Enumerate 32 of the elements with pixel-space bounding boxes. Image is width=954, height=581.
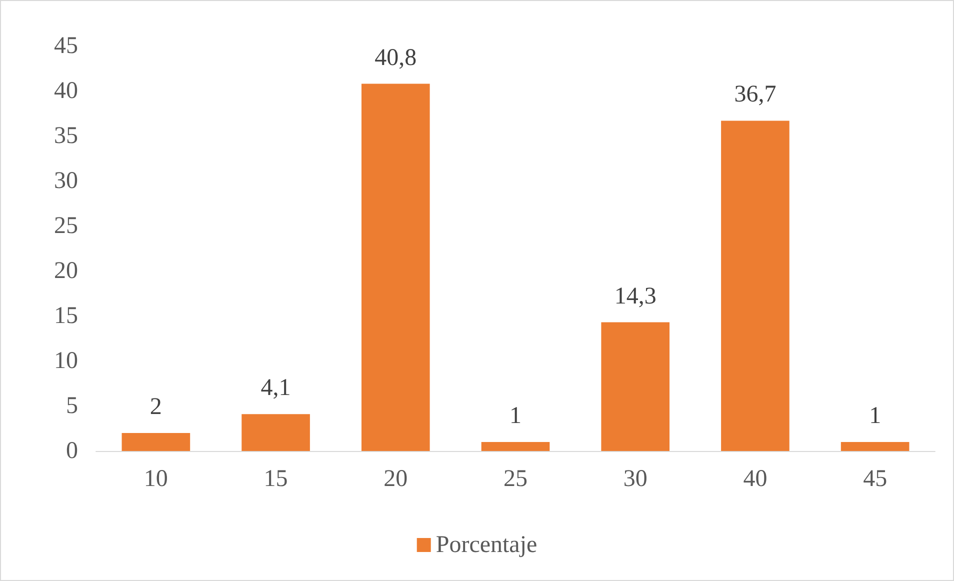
y-tick-label: 10 [54, 348, 78, 374]
y-tick-label: 0 [66, 438, 78, 464]
x-tick-label: 30 [623, 466, 648, 492]
legend-label: Porcentaje [436, 532, 538, 558]
data-label: 40,8 [374, 44, 417, 71]
x-tick-label: 25 [504, 466, 528, 492]
y-tick-label: 40 [54, 78, 78, 104]
data-label: 4,1 [260, 375, 291, 402]
data-label: 2 [150, 394, 162, 420]
x-tick-label: 10 [144, 466, 168, 492]
y-tick-label: 45 [54, 33, 78, 59]
y-tick-label: 30 [54, 168, 78, 194]
data-label: 1 [869, 403, 882, 429]
y-tick-label: 5 [66, 393, 78, 419]
bar [361, 84, 430, 451]
bar [242, 414, 310, 451]
data-label: 1 [510, 403, 522, 429]
bar [481, 442, 550, 451]
y-tick-label: 25 [54, 213, 78, 239]
y-tick-label: 15 [54, 303, 78, 329]
x-tick-label: 20 [384, 466, 408, 492]
bar [601, 322, 670, 451]
x-tick-label: 45 [863, 466, 888, 492]
bar [840, 442, 910, 451]
data-label: 14,3 [614, 283, 656, 310]
bar [122, 433, 190, 451]
bar [721, 120, 790, 451]
y-tick-label: 35 [54, 123, 78, 149]
data-label: 36,7 [734, 82, 776, 108]
x-tick-label: 15 [264, 466, 288, 492]
x-tick-label: 40 [743, 466, 768, 492]
y-tick-label: 20 [54, 258, 78, 284]
